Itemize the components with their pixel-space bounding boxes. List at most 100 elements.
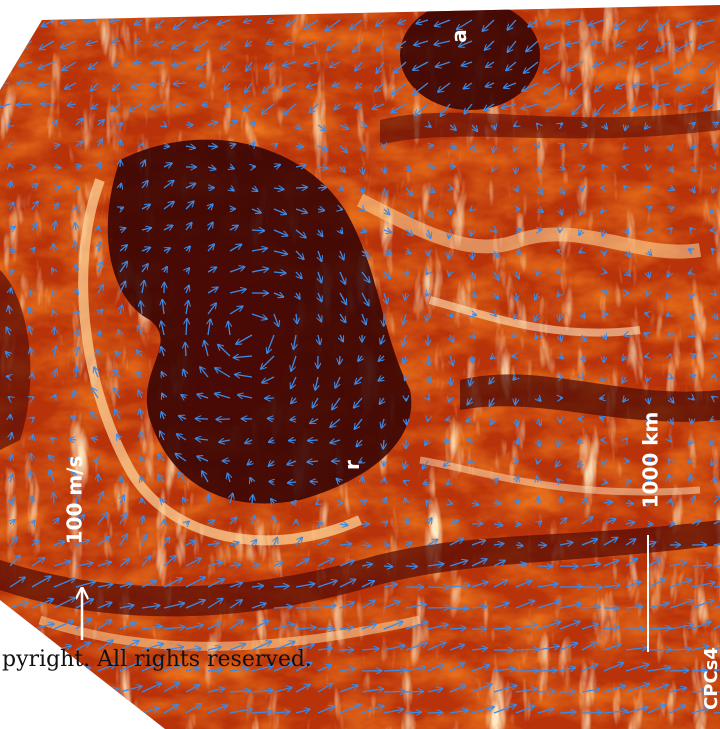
velocity-vector — [692, 398, 694, 400]
velocity-vector — [494, 271, 499, 280]
velocity-vector — [538, 398, 541, 401]
velocity-vector — [625, 522, 635, 524]
velocity-vector — [405, 498, 406, 503]
velocity-vector — [318, 229, 323, 237]
velocity-vector — [668, 334, 670, 336]
velocity-vector — [636, 62, 649, 66]
velocity-vector — [339, 524, 348, 525]
velocity-vector — [434, 41, 451, 45]
velocity-vector — [290, 419, 296, 420]
velocity-vector — [84, 20, 99, 21]
velocity-vector — [494, 230, 496, 232]
velocity-vector — [120, 305, 122, 315]
velocity-vector — [273, 586, 289, 587]
velocity-vector — [691, 521, 701, 525]
velocity-vector — [362, 230, 367, 232]
velocity-vector — [406, 543, 412, 546]
velocity-vector — [538, 187, 543, 194]
velocity-vector — [0, 103, 11, 108]
velocity-vector — [362, 477, 363, 482]
velocity-vector — [466, 419, 472, 422]
velocity-vector — [384, 292, 387, 304]
velocity-vector — [595, 103, 605, 115]
velocity-vector — [97, 120, 104, 125]
velocity-vector — [625, 707, 648, 714]
velocity-vector — [10, 288, 11, 293]
velocity-vector — [669, 475, 671, 483]
velocity-vector — [113, 388, 121, 399]
velocity-vector — [141, 477, 143, 482]
velocity-vector — [38, 61, 55, 69]
velocity-vector — [53, 621, 74, 630]
velocity-vector — [271, 499, 274, 503]
velocity-vector — [450, 334, 454, 342]
velocity-vector — [9, 577, 25, 588]
velocity-vector — [406, 167, 410, 170]
velocity-vector — [384, 521, 388, 524]
velocity-vector — [98, 242, 101, 252]
velocity-vector — [160, 499, 164, 503]
velocity-vector — [516, 271, 519, 279]
velocity-vector — [712, 249, 715, 252]
velocity-vector — [71, 416, 76, 419]
velocity-vector — [251, 666, 273, 672]
velocity-vector — [339, 602, 354, 609]
velocity-vector — [53, 688, 68, 692]
velocity-vector — [119, 534, 127, 546]
velocity-vector — [267, 418, 275, 419]
velocity-vector — [658, 19, 671, 30]
velocity-vector — [556, 461, 560, 467]
velocity-vector — [286, 19, 297, 26]
velocity-vector — [267, 334, 275, 353]
velocity-vector — [624, 335, 626, 336]
velocity-vector — [54, 203, 58, 209]
velocity-vector — [263, 82, 275, 93]
velocity-vector — [414, 40, 429, 45]
velocity-vector — [310, 419, 319, 423]
velocity-vector — [405, 566, 417, 567]
velocity-vector — [486, 62, 495, 67]
velocity-vector — [304, 19, 319, 29]
velocity-vector — [295, 584, 315, 587]
velocity-vector — [679, 104, 693, 108]
velocity-vector — [251, 564, 259, 566]
velocity-vector — [340, 167, 346, 172]
velocity-vector — [9, 555, 20, 567]
velocity-vector — [615, 19, 627, 29]
velocity-vector — [273, 272, 286, 273]
velocity-vector — [676, 82, 693, 90]
velocity-vector — [560, 497, 561, 504]
velocity-vector — [559, 518, 567, 525]
velocity-vector — [185, 648, 201, 650]
velocity-vector — [75, 619, 91, 630]
velocity-vector — [670, 499, 671, 503]
velocity-vector — [30, 348, 32, 357]
velocity-vector — [94, 367, 98, 378]
velocity-vector — [252, 540, 257, 545]
velocity-vector — [362, 125, 367, 126]
velocity-vector — [141, 248, 151, 252]
velocity-vector — [39, 40, 55, 50]
velocity-vector — [172, 62, 187, 66]
velocity-vector — [332, 83, 341, 86]
velocity-vectors — [0, 20, 720, 713]
velocity-vector — [581, 689, 600, 692]
velocity-vector — [339, 145, 347, 153]
velocity-vector — [163, 537, 170, 546]
velocity-vector — [384, 187, 387, 196]
velocity-vector — [110, 20, 121, 22]
velocity-vector — [31, 453, 32, 462]
velocity-vector — [394, 61, 407, 73]
velocity-vector — [339, 544, 352, 545]
velocity-vector — [537, 476, 538, 482]
velocity-vector — [97, 492, 103, 504]
velocity-vector — [560, 123, 563, 125]
velocity-vector — [427, 625, 448, 630]
velocity-vector — [89, 61, 99, 69]
velocity-vector — [185, 704, 201, 714]
velocity-vector — [51, 438, 54, 440]
velocity-vector — [384, 166, 385, 174]
velocity-vector — [251, 641, 272, 651]
velocity-vector — [603, 686, 626, 693]
velocity-vector — [141, 181, 148, 189]
